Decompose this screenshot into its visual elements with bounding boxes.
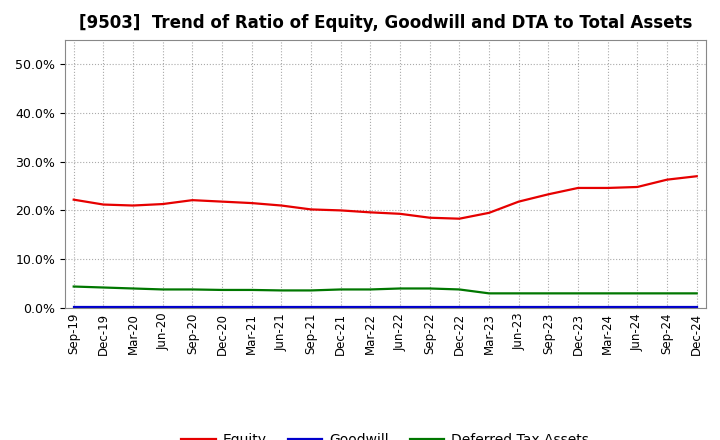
Deferred Tax Assets	[693, 291, 701, 296]
Goodwill	[248, 304, 256, 310]
Equity	[485, 210, 493, 216]
Equity	[514, 199, 523, 204]
Goodwill	[426, 304, 434, 310]
Deferred Tax Assets	[662, 291, 671, 296]
Goodwill	[693, 304, 701, 310]
Equity	[693, 174, 701, 179]
Goodwill	[277, 304, 286, 310]
Equity	[633, 184, 642, 190]
Deferred Tax Assets	[396, 286, 405, 291]
Line: Equity: Equity	[73, 176, 697, 219]
Deferred Tax Assets	[277, 288, 286, 293]
Goodwill	[99, 304, 108, 310]
Goodwill	[158, 304, 167, 310]
Deferred Tax Assets	[158, 287, 167, 292]
Goodwill	[366, 304, 374, 310]
Goodwill	[603, 304, 612, 310]
Equity	[603, 185, 612, 191]
Deferred Tax Assets	[99, 285, 108, 290]
Goodwill	[396, 304, 405, 310]
Deferred Tax Assets	[336, 287, 345, 292]
Equity	[248, 201, 256, 206]
Goodwill	[307, 304, 315, 310]
Deferred Tax Assets	[574, 291, 582, 296]
Deferred Tax Assets	[455, 287, 464, 292]
Equity	[366, 210, 374, 215]
Equity	[277, 203, 286, 208]
Deferred Tax Assets	[603, 291, 612, 296]
Goodwill	[69, 304, 78, 310]
Goodwill	[336, 304, 345, 310]
Line: Deferred Tax Assets: Deferred Tax Assets	[73, 286, 697, 293]
Equity	[396, 211, 405, 216]
Deferred Tax Assets	[307, 288, 315, 293]
Goodwill	[455, 304, 464, 310]
Goodwill	[485, 304, 493, 310]
Equity	[574, 185, 582, 191]
Equity	[69, 197, 78, 202]
Goodwill	[662, 304, 671, 310]
Equity	[426, 215, 434, 220]
Equity	[217, 199, 226, 204]
Deferred Tax Assets	[129, 286, 138, 291]
Equity	[662, 177, 671, 182]
Goodwill	[188, 304, 197, 310]
Deferred Tax Assets	[366, 287, 374, 292]
Equity	[158, 202, 167, 207]
Deferred Tax Assets	[69, 284, 78, 289]
Deferred Tax Assets	[514, 291, 523, 296]
Goodwill	[544, 304, 553, 310]
Equity	[99, 202, 108, 207]
Deferred Tax Assets	[426, 286, 434, 291]
Title: [9503]  Trend of Ratio of Equity, Goodwill and DTA to Total Assets: [9503] Trend of Ratio of Equity, Goodwil…	[78, 15, 692, 33]
Goodwill	[514, 304, 523, 310]
Equity	[188, 198, 197, 203]
Legend: Equity, Goodwill, Deferred Tax Assets: Equity, Goodwill, Deferred Tax Assets	[176, 428, 595, 440]
Equity	[336, 208, 345, 213]
Deferred Tax Assets	[544, 291, 553, 296]
Equity	[455, 216, 464, 221]
Goodwill	[129, 304, 138, 310]
Goodwill	[217, 304, 226, 310]
Deferred Tax Assets	[188, 287, 197, 292]
Equity	[544, 192, 553, 197]
Deferred Tax Assets	[633, 291, 642, 296]
Equity	[307, 207, 315, 212]
Goodwill	[633, 304, 642, 310]
Deferred Tax Assets	[217, 287, 226, 293]
Goodwill	[574, 304, 582, 310]
Deferred Tax Assets	[485, 291, 493, 296]
Deferred Tax Assets	[248, 287, 256, 293]
Equity	[129, 203, 138, 208]
